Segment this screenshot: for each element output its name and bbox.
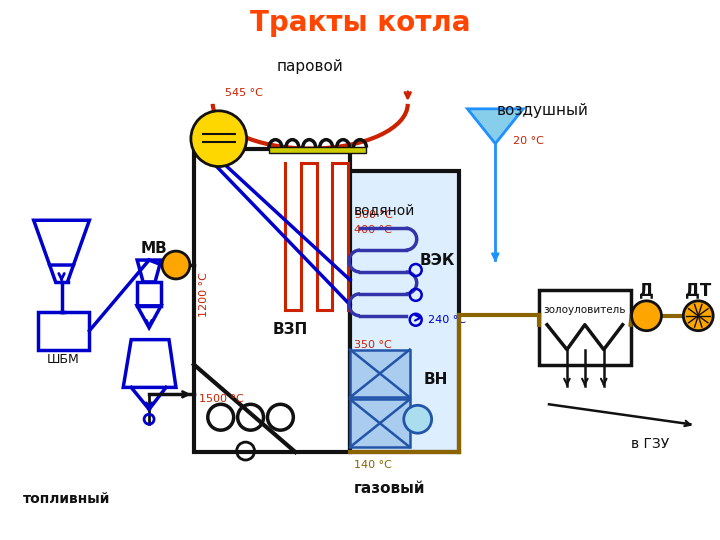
- Text: топливный: топливный: [23, 492, 110, 506]
- Bar: [350, 171, 459, 452]
- Text: 500 °C: 500 °C: [355, 210, 393, 220]
- Text: 20 °C: 20 °C: [513, 136, 544, 146]
- Bar: [350, 400, 410, 447]
- Text: 140 °C: 140 °C: [354, 460, 392, 470]
- Bar: [37, 312, 89, 349]
- Bar: [194, 148, 350, 452]
- Text: ВЗП: ВЗП: [273, 322, 308, 337]
- Bar: [350, 349, 410, 397]
- Text: паровой: паровой: [277, 58, 343, 73]
- Circle shape: [162, 251, 190, 279]
- Circle shape: [404, 406, 431, 433]
- Text: золоуловитель: золоуловитель: [544, 305, 626, 315]
- Circle shape: [631, 301, 662, 330]
- Text: ВН: ВН: [423, 372, 448, 387]
- Text: в ГЗУ: в ГЗУ: [631, 437, 670, 451]
- Circle shape: [191, 111, 246, 166]
- Bar: [539, 290, 631, 364]
- Text: 545 °C: 545 °C: [225, 88, 263, 98]
- Text: ШБМ: ШБМ: [47, 353, 80, 366]
- Circle shape: [683, 301, 714, 330]
- Text: 1500 °C: 1500 °C: [199, 394, 243, 404]
- Text: 350 °C: 350 °C: [354, 340, 392, 349]
- Polygon shape: [467, 109, 523, 144]
- Text: водяной: водяной: [354, 203, 415, 217]
- Text: 1200 °C: 1200 °C: [199, 273, 209, 318]
- Bar: [269, 147, 366, 153]
- Bar: [137, 282, 161, 306]
- Text: МВ: МВ: [140, 241, 168, 255]
- Text: ДТ: ДТ: [685, 281, 711, 299]
- Text: 400 °C: 400 °C: [354, 225, 392, 235]
- Text: ВЭК: ВЭК: [420, 253, 455, 267]
- Text: 240 °C: 240 °C: [428, 315, 466, 325]
- Text: Д: Д: [639, 281, 654, 299]
- Text: газовый: газовый: [354, 481, 426, 496]
- Text: Тракты котла: Тракты котла: [250, 9, 470, 37]
- Text: воздушный: воздушный: [497, 103, 589, 118]
